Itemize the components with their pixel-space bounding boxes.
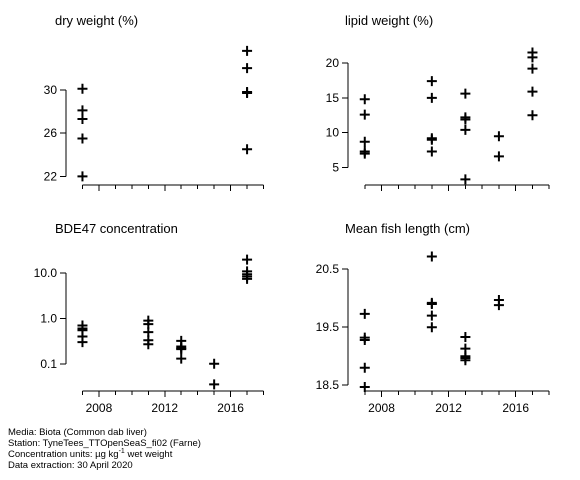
panel-3: BDE47 concentration 0.1 1.0 10.0 2008 2012 201… — [34, 221, 265, 415]
data-point — [527, 86, 538, 97]
data-point — [77, 133, 88, 144]
y-tick-label: 15 — [326, 91, 340, 105]
panel-title: Mean fish length (cm) — [345, 221, 470, 236]
y-tick-label: 10 — [326, 126, 340, 140]
data-point — [359, 308, 370, 319]
data-point — [426, 322, 437, 333]
data-point — [242, 88, 253, 99]
y-tick-label: 19.5 — [316, 320, 340, 334]
data-point — [359, 109, 370, 120]
y-tick-label: 20 — [326, 56, 340, 70]
x-tick-label: 2008 — [368, 401, 395, 415]
caption-units-exponent: -1 — [118, 447, 125, 455]
data-point — [460, 332, 471, 343]
data-point — [242, 144, 253, 155]
data-point — [460, 114, 471, 125]
data-point — [242, 45, 253, 56]
x-tick-label: 2016 — [217, 401, 244, 415]
y-tick-label: 18.5 — [316, 378, 340, 392]
data-point — [359, 334, 370, 345]
figure-caption: Media: Biota (Common dab liver) Station:… — [8, 427, 201, 471]
data-point — [176, 353, 187, 364]
caption-station: Station: TyneTees_TTOpenSeaS_fi02 (Farne… — [8, 438, 201, 449]
caption-units: Concentration units: µg kg-1 wet weight — [8, 447, 201, 460]
panel-1: dry weight (%) 22 26 30 — [44, 13, 265, 191]
data-point — [426, 146, 437, 157]
panel-title: lipid weight (%) — [345, 13, 433, 28]
data-point — [77, 83, 88, 94]
data-point — [460, 88, 471, 99]
caption-media: Media: Biota (Common dab liver) — [8, 427, 147, 438]
data-point — [209, 379, 220, 390]
data-point — [77, 113, 88, 124]
data-point — [527, 63, 538, 74]
data-point — [426, 251, 437, 262]
data-point — [426, 310, 437, 321]
data-point — [143, 339, 154, 350]
data-point — [493, 131, 504, 142]
data-point — [426, 92, 437, 103]
panel-title: dry weight (%) — [55, 13, 138, 28]
y-tick-label: 30 — [44, 83, 58, 97]
caption-extraction: Data extraction: 30 April 2020 — [8, 460, 133, 471]
data-point — [176, 344, 187, 355]
data-point — [493, 151, 504, 162]
data-point — [426, 299, 437, 309]
data-point — [527, 52, 538, 63]
data-point — [359, 362, 370, 373]
data-point — [242, 63, 253, 74]
caption-units-suffix: wet weight — [124, 449, 173, 460]
data-point — [242, 273, 253, 284]
caption-units-prefix: Concentration units: µg kg — [8, 449, 119, 460]
data-point — [359, 136, 370, 147]
data-point — [527, 110, 538, 121]
x-tick-label: 2016 — [502, 401, 529, 415]
data-point — [426, 76, 437, 87]
data-point — [242, 254, 253, 265]
data-point — [426, 134, 437, 145]
data-point — [77, 105, 88, 116]
data-point — [493, 300, 504, 311]
y-tick-label: 0.1 — [40, 357, 57, 371]
x-tick-label: 2012 — [151, 401, 178, 415]
data-point — [460, 174, 471, 185]
y-tick-label: 22 — [44, 169, 58, 183]
data-point — [77, 171, 88, 182]
y-tick-label: 20.5 — [316, 262, 340, 276]
y-tick-label: 5 — [332, 161, 339, 175]
x-tick-label: 2012 — [435, 401, 462, 415]
x-tick-label: 2008 — [86, 401, 113, 415]
data-point — [460, 124, 471, 135]
data-point — [209, 358, 220, 369]
data-point — [359, 381, 370, 392]
y-tick-label: 1.0 — [40, 312, 57, 326]
y-tick-label: 10.0 — [34, 266, 58, 280]
data-point — [77, 337, 88, 348]
data-point — [359, 94, 370, 105]
panel-4: Mean fish length (cm) 18.5 19.5 20.5 2008 201… — [316, 221, 550, 415]
panel-2: lipid weight (%) 5 10 15 20 — [326, 13, 550, 191]
panel-title: BDE47 concentration — [55, 221, 178, 236]
data-point — [460, 355, 471, 366]
data-point — [359, 148, 370, 159]
y-tick-label: 26 — [44, 126, 58, 140]
